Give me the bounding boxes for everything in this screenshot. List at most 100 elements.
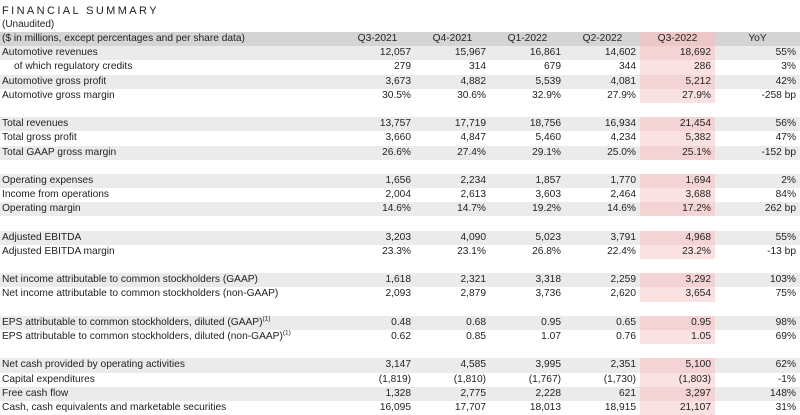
- cell-value: 1.05: [640, 329, 715, 345]
- label-text: Net cash provided by operating activitie…: [2, 359, 185, 371]
- row-label: Automotive revenues: [0, 46, 340, 60]
- cell-value: 1,694: [640, 173, 715, 189]
- spacer: [0, 344, 800, 358]
- table-row: Operating expenses 1,656 2,234 1,857 1,770 1,…: [0, 173, 800, 189]
- cell-value: 25.0%: [607, 146, 636, 158]
- cell-value: 0.85: [466, 330, 486, 342]
- cell-value: 2,093: [385, 288, 412, 300]
- label-text: Income from operations: [2, 189, 110, 201]
- table-row: Free cash flow 1,328 2,775 2,228 621 3,297 148…: [0, 386, 800, 401]
- cell-value: 2,321: [460, 274, 487, 286]
- cell-value: 2,464: [610, 189, 637, 201]
- cell-value: 314: [469, 61, 486, 73]
- cell-value: 17,707: [454, 401, 486, 413]
- cell-value: 1.07: [541, 330, 561, 342]
- column-header: Q1-2022: [507, 33, 548, 44]
- cell-value: 0.95: [640, 315, 715, 330]
- cell-value: 84%: [775, 189, 796, 201]
- cell-value: 0.62: [391, 330, 411, 342]
- cell-value: 3,791: [610, 231, 637, 243]
- cell-value: 621: [619, 387, 636, 399]
- cell-value: 3,673: [385, 75, 412, 87]
- cell-value: 4,090: [460, 231, 487, 243]
- cell-value: 1,618: [385, 274, 412, 286]
- cell-value: 5,212: [640, 74, 715, 89]
- table-row: Operating margin 14.6% 14.7% 19.2% 14.6% 17.2…: [0, 202, 800, 217]
- row-label: EPS attributable to common stockholders,…: [0, 316, 340, 330]
- cell-value: 2,879: [460, 288, 487, 300]
- cell-value: 2,234: [460, 174, 487, 186]
- row-label: Operating expenses: [0, 174, 340, 188]
- row-label: Free cash flow: [0, 387, 340, 401]
- table-row: Capital expenditures (1,819) (1,810) (1,767…: [0, 372, 800, 387]
- cell-value: 0.95: [541, 316, 561, 328]
- cell-value: 30.6%: [457, 89, 486, 101]
- table-row: EPS attributable to common stockholders,…: [0, 329, 800, 345]
- cell-value: 30.5%: [382, 89, 411, 101]
- cell-value: 5,100: [640, 358, 715, 373]
- cell-value: 0.76: [616, 330, 636, 342]
- cell-value: 0.48: [391, 316, 411, 328]
- column-header: ($ in millions, except percentages and p…: [2, 33, 245, 44]
- cell-value: 679: [544, 61, 561, 73]
- cell-value: 4,081: [610, 75, 637, 87]
- cell-value: 4,847: [460, 132, 487, 144]
- cell-value: 27.9%: [607, 89, 636, 101]
- spacer: [0, 259, 800, 273]
- cell-value: 16,934: [604, 118, 636, 130]
- cell-value: 42%: [775, 75, 796, 87]
- table-row: Cash, cash equivalents and marketable se…: [0, 400, 800, 415]
- label-text: Adjusted EBITDA: [2, 231, 82, 243]
- table-row: Net income attributable to common stockh…: [0, 287, 800, 302]
- label-text: Adjusted EBITDA margin: [2, 245, 115, 257]
- row-label: Net income attributable to common stockh…: [0, 287, 340, 301]
- cell-value: 23.1%: [457, 245, 486, 257]
- cell-value: (1,803): [640, 372, 715, 387]
- cell-value: 17,719: [454, 118, 486, 130]
- cell-value: 2,228: [535, 387, 562, 399]
- cell-value: 69%: [775, 330, 796, 342]
- row-label: Income from operations: [0, 188, 340, 202]
- label-text: Total gross profit: [2, 132, 77, 144]
- table-row: Adjusted EBITDA margin 23.3% 23.1% 26.8% 22.…: [0, 244, 800, 259]
- cell-value: 12,057: [379, 47, 411, 59]
- row-label: Total revenues: [0, 117, 340, 131]
- row-label: Total gross profit: [0, 131, 340, 145]
- cell-value: 21,454: [640, 117, 715, 132]
- cell-value: 1,857: [535, 174, 562, 186]
- cell-value: 279: [394, 61, 411, 73]
- label-text: EPS attributable to common stockholders,…: [2, 330, 283, 342]
- cell-value: 55%: [775, 47, 796, 59]
- row-label: Adjusted EBITDA margin: [0, 245, 340, 259]
- cell-value: -258 bp: [761, 89, 796, 101]
- cell-value: 2,351: [610, 359, 637, 371]
- title: FINANCIAL SUMMARY: [2, 5, 159, 17]
- cell-value: 14.6%: [382, 203, 411, 215]
- cell-value: 27.9%: [640, 88, 715, 103]
- cell-value: (1,730): [603, 373, 636, 385]
- label-text: Automotive gross profit: [2, 75, 107, 87]
- row-label: Cash, cash equivalents and marketable se…: [0, 401, 340, 415]
- table-row: Income from operations 2,004 2,613 3,603 2,4…: [0, 188, 800, 203]
- cell-value: 14.7%: [457, 203, 486, 215]
- cell-value: 3,603: [535, 189, 562, 201]
- table-row: of which regulatory credits 279 314 679 344 2…: [0, 60, 800, 75]
- label-text: Free cash flow: [2, 387, 69, 399]
- cell-value: 0.68: [466, 316, 486, 328]
- cell-value: 262 bp: [764, 203, 796, 215]
- cell-value: 25.1%: [640, 145, 715, 160]
- cell-value: 1,770: [610, 174, 637, 186]
- cell-value: 32.9%: [532, 89, 561, 101]
- label-text: Operating expenses: [2, 174, 94, 186]
- row-label: Net income attributable to common stockh…: [0, 273, 340, 287]
- cell-value: 3,688: [640, 188, 715, 203]
- cell-value: 0.65: [616, 316, 636, 328]
- cell-value: -1%: [777, 373, 796, 385]
- cell-value: 22.4%: [607, 245, 636, 257]
- cell-value: 344: [619, 61, 636, 73]
- cell-value: 18,013: [529, 401, 561, 413]
- cell-value: 15,967: [454, 47, 486, 59]
- cell-value: 2,613: [460, 189, 487, 201]
- cell-value: 98%: [775, 316, 796, 328]
